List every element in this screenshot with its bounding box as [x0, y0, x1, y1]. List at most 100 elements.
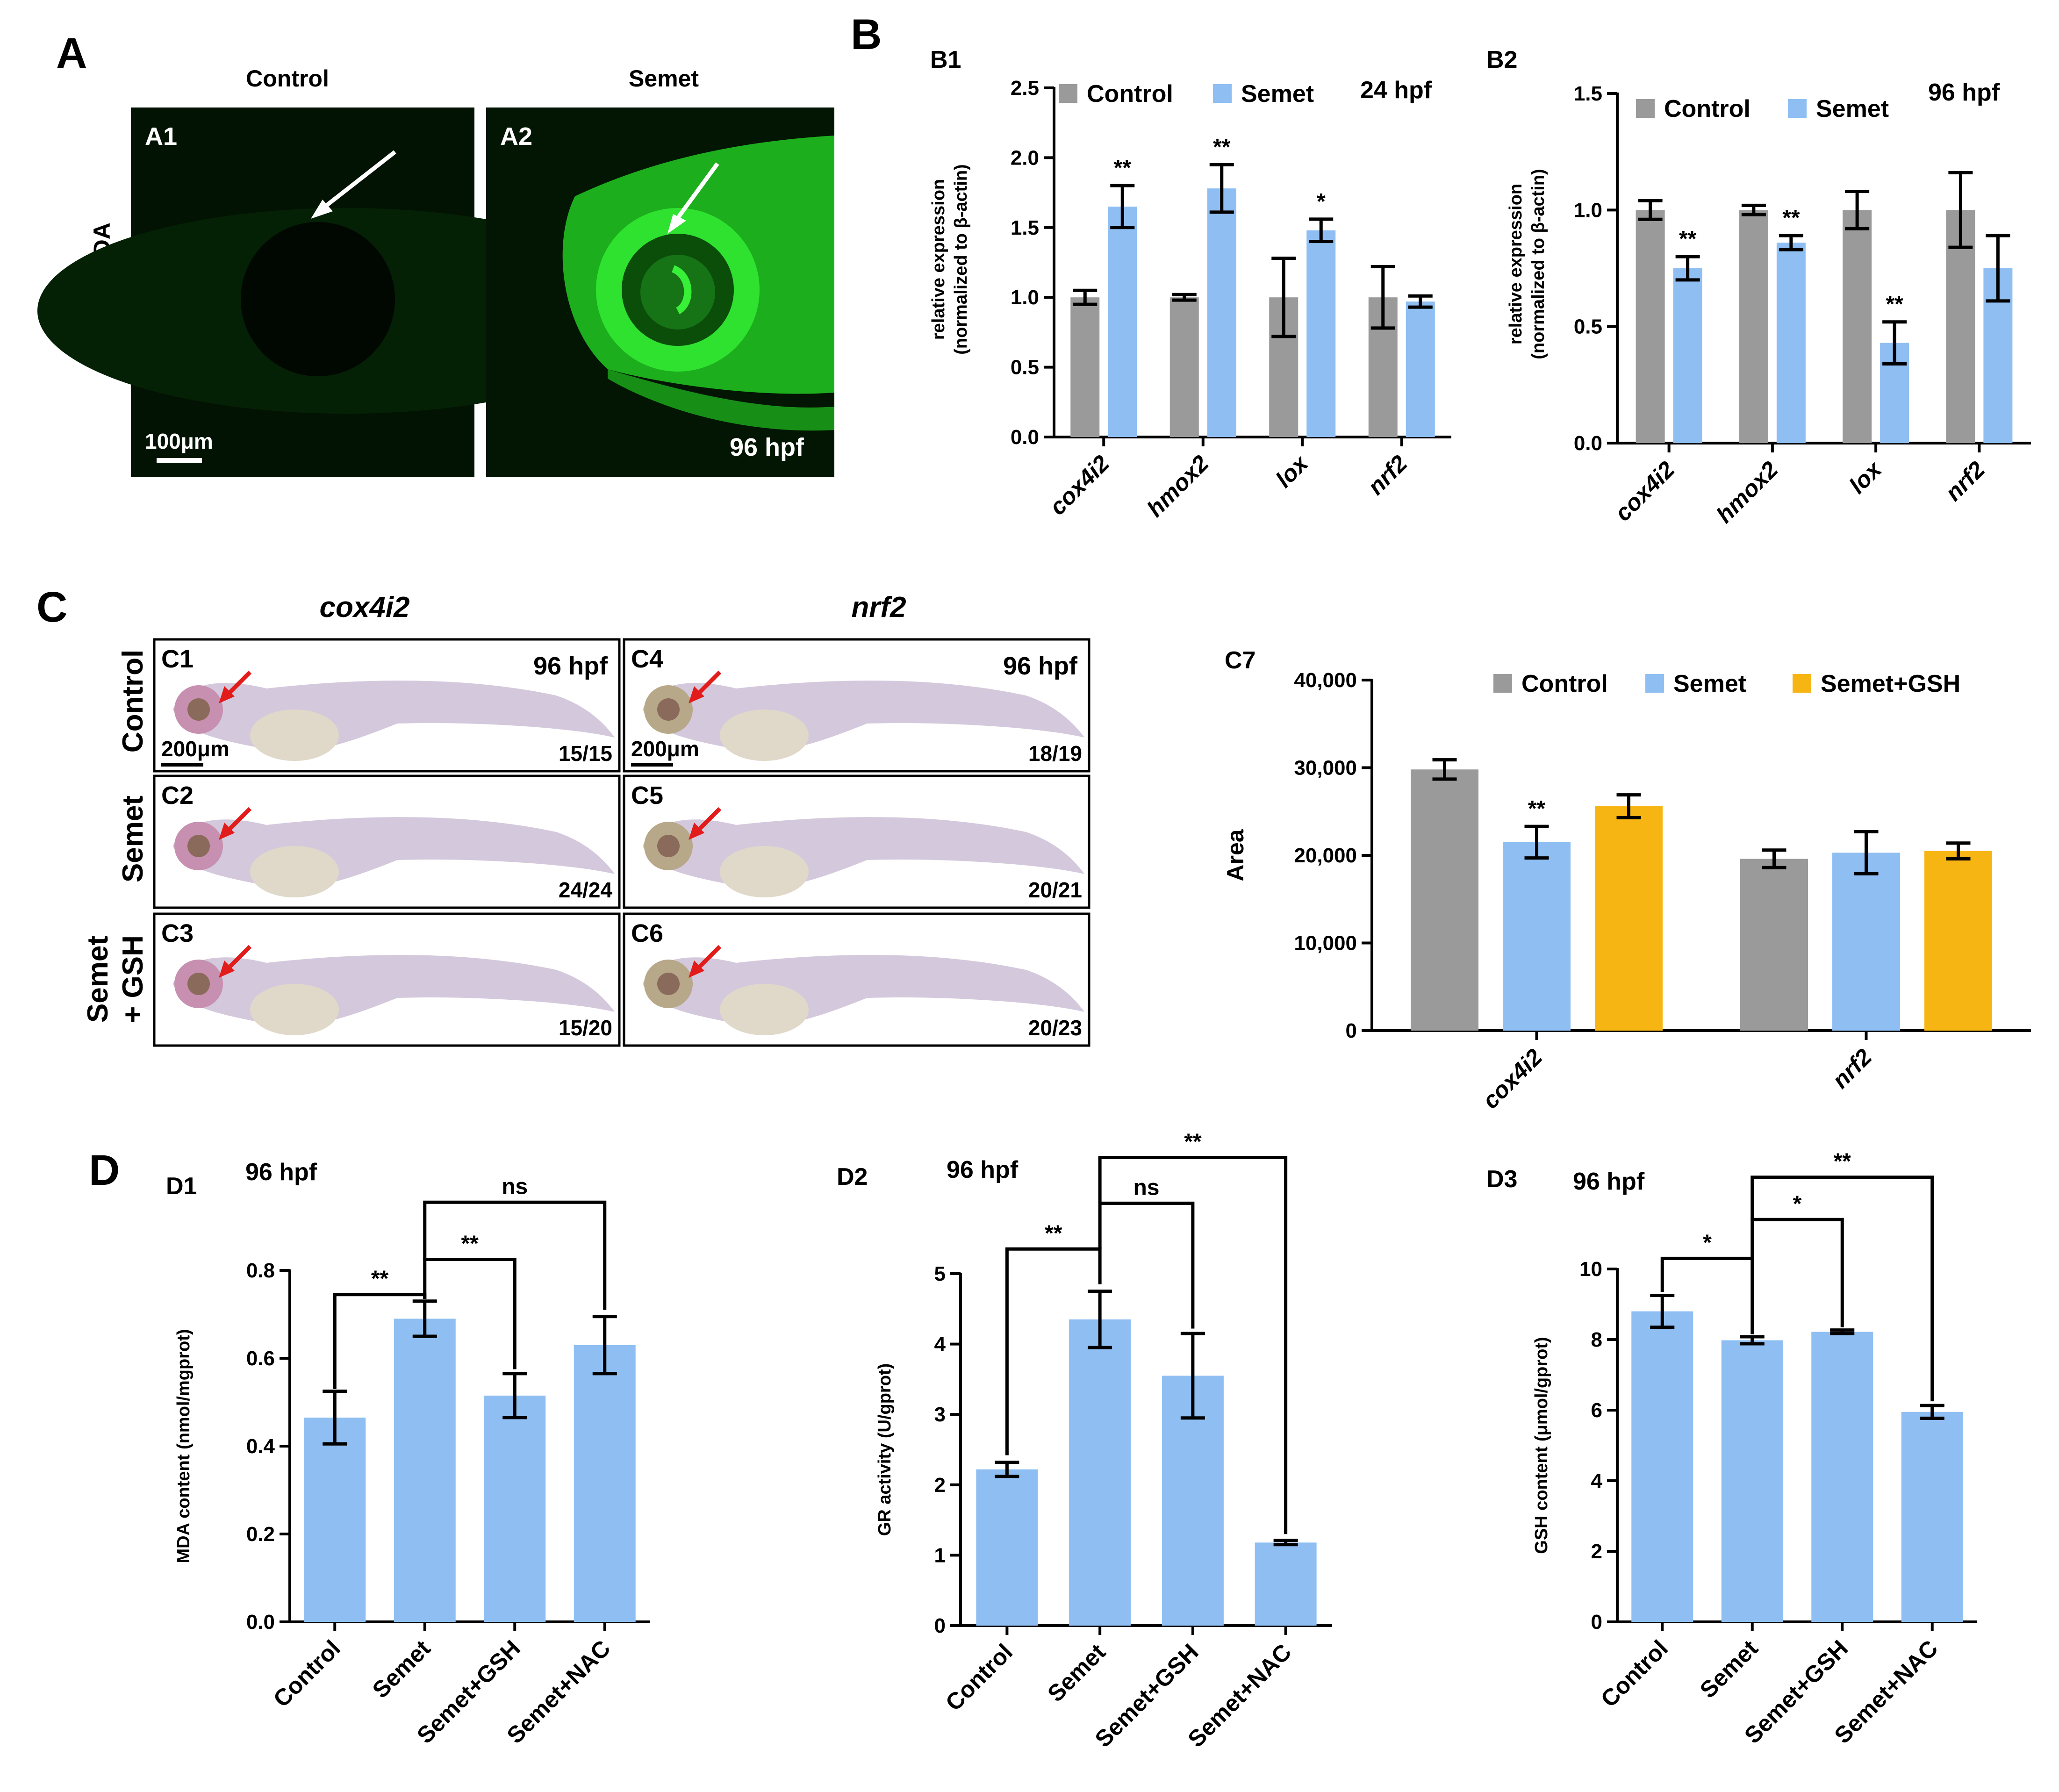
subpanel-label-d1: D1 — [166, 1173, 197, 1200]
panel-b-chart-b1: B1 24 hpf 0.0 0.5 1.0 1.5 2.0 2.5 ** cox4i2 ** hm… — [929, 46, 1451, 522]
ratio-label: 24/24 — [559, 878, 613, 902]
legend-label: Semet — [1673, 670, 1746, 697]
chart-c7: 0 10,000 20,000 30,000 40,000 ** cox4i2 nrf2 Are… — [1222, 669, 2031, 1114]
d2-x-tick-label: Semet — [1042, 1639, 1111, 1707]
panel-b-chart-b2: B2 96 hpf 0.0 0.5 1.0 1.5 ** cox4i2 ** hmox2 ** l… — [1486, 46, 2031, 528]
b2-x-tick-label: cox4i2 — [1610, 456, 1680, 526]
b1-y-tick-label: 0.5 — [1011, 356, 1039, 379]
b2-y-tick-label: 0.5 — [1574, 315, 1602, 338]
c7-y-tick-label: 30,000 — [1294, 757, 1357, 780]
d3-bar — [1811, 1332, 1873, 1622]
image-label-c2: C2 — [161, 781, 194, 810]
b1-y-tick-label: 2.0 — [1011, 146, 1039, 169]
panel-c7-chart: C7 0 10,000 20,000 30,000 40,000 ** cox4i2 nrf2… — [1222, 647, 2031, 1114]
red-arrow-head — [219, 961, 235, 978]
b1-bar — [1108, 206, 1137, 437]
legend-label: Control — [1521, 670, 1608, 697]
yolk-sac — [250, 710, 339, 761]
c7-x-tick-label: nrf2 — [1827, 1044, 1877, 1094]
legend-swatch-control — [1636, 99, 1655, 118]
c7-y-tick-label: 10,000 — [1294, 932, 1357, 955]
in-situ-image-c2: C2 24/24 — [153, 774, 621, 909]
image-label-c5: C5 — [631, 781, 663, 810]
b1-significance-mark: ** — [1114, 156, 1132, 180]
b1-x-tick-label: nrf2 — [1363, 450, 1413, 500]
stage-label-d1: 96 hpf — [245, 1159, 317, 1186]
panel-a: Control Semet DCFH-DA A1 100μm A2 — [37, 65, 834, 477]
d2-y-tick-label: 2 — [934, 1474, 946, 1497]
d1-comparison-bracket — [423, 1258, 517, 1369]
stage-label-d2: 96 hpf — [947, 1156, 1019, 1183]
d2-comparison-bracket — [1098, 1156, 1288, 1534]
in-situ-image-c5: C5 20/21 — [623, 774, 1090, 909]
image-label-a1: A1 — [145, 122, 177, 151]
panel-letter-c: C — [36, 583, 67, 631]
d2-bracket-label: ** — [1045, 1221, 1062, 1246]
b1-x-tick-label: cox4i2 — [1044, 450, 1114, 520]
legend-label: Control — [1087, 80, 1173, 108]
yolk-sac — [720, 984, 809, 1035]
scale-bar-label-a1: 100μm — [145, 429, 213, 453]
d1-y-tick-label: 0.8 — [246, 1259, 275, 1282]
c7-bar — [1924, 851, 1992, 1031]
d3-y-tick-label: 2 — [1591, 1540, 1602, 1563]
col-title-control: Control — [246, 65, 329, 92]
red-arrow-icon — [219, 807, 252, 840]
stage-label-d3: 96 hpf — [1573, 1168, 1645, 1195]
b1-significance-mark: * — [1317, 189, 1326, 214]
subpanel-label-b2: B2 — [1486, 46, 1517, 73]
b1-bar — [1306, 230, 1336, 437]
larva-eye — [187, 835, 210, 857]
d1-y-tick-label: 0.0 — [246, 1611, 275, 1634]
d3-comparison-bracket — [1660, 1256, 1754, 1334]
b2-y-tick-label: 1.0 — [1574, 199, 1602, 222]
d2-y-tick-label: 4 — [934, 1333, 946, 1356]
d3-bracket-label: * — [1793, 1191, 1802, 1216]
yolk-sac — [720, 846, 809, 897]
c7-bar — [1595, 806, 1663, 1031]
d3-y-tick-label: 10 — [1579, 1258, 1602, 1281]
larva-eye — [657, 835, 680, 857]
legend-swatch-semet — [1213, 84, 1232, 103]
d1-bracket-label: ns — [502, 1174, 528, 1199]
b2-bar — [1636, 210, 1665, 443]
legend-label: Semet — [1816, 95, 1889, 122]
d1-y-tick-label: 0.2 — [246, 1523, 275, 1546]
b2-bar — [1843, 210, 1872, 443]
d1-x-tick-label: Control — [268, 1635, 345, 1712]
y-axis-title-b1: relative expression — [929, 179, 948, 340]
d3-bar — [1721, 1340, 1783, 1622]
ratio-label: 18/19 — [1028, 741, 1082, 766]
white-arrow-icon — [667, 162, 719, 234]
red-arrow-icon — [219, 945, 252, 978]
d3-y-tick-label: 6 — [1591, 1399, 1602, 1422]
b1-y-tick-label: 1.0 — [1011, 286, 1039, 309]
c7-bar — [1740, 859, 1808, 1031]
b2-significance-mark: ** — [1782, 206, 1800, 230]
d3-bracket-label: * — [1703, 1230, 1712, 1255]
b2-y-tick-label: 1.5 — [1574, 82, 1602, 105]
ratio-label: 20/21 — [1028, 878, 1082, 902]
b2-bar — [1673, 268, 1702, 443]
legend-swatch-control — [1059, 84, 1077, 103]
ratio-label: 20/23 — [1028, 1016, 1082, 1040]
d1-bracket-label: ** — [371, 1267, 389, 1291]
d1-bar — [574, 1345, 636, 1622]
image-label-c6: C6 — [631, 919, 663, 947]
y-axis-title-c7: Area — [1222, 829, 1248, 881]
y-axis-title-b1: (normalized to β-actin) — [951, 164, 971, 354]
yolk-sac — [720, 710, 809, 761]
d1-bar — [484, 1395, 546, 1622]
gene-title-cox4i2: cox4i2 — [319, 591, 409, 624]
y-axis-title-b2: (normalized to β-actin) — [1528, 169, 1548, 359]
image-a2: A2 96 hpf — [486, 108, 834, 477]
d2-y-tick-label: 5 — [934, 1262, 946, 1285]
y-axis-title-b2: relative expression — [1506, 184, 1526, 344]
legend-swatch-semet — [1645, 674, 1664, 693]
c7-bar — [1411, 769, 1478, 1031]
subpanel-label-b1: B1 — [930, 46, 961, 73]
red-arrow-icon — [219, 670, 252, 703]
